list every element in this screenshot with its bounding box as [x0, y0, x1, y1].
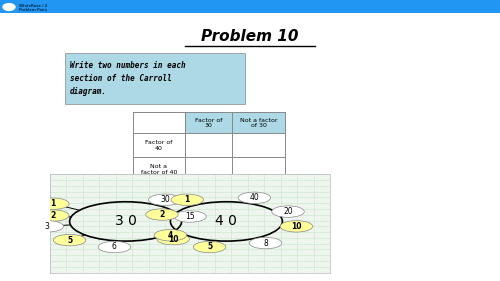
- Circle shape: [238, 192, 270, 203]
- Circle shape: [4, 4, 14, 10]
- Text: 5: 5: [207, 243, 212, 251]
- Text: 1: 1: [50, 199, 56, 208]
- Text: Not a factor
of 30: Not a factor of 30: [240, 117, 278, 128]
- Circle shape: [36, 210, 69, 221]
- Bar: [185, 112, 285, 133]
- Text: 4 0: 4 0: [216, 214, 238, 228]
- Text: WhiteRose / 2: WhiteRose / 2: [19, 4, 48, 8]
- Circle shape: [250, 237, 282, 249]
- Circle shape: [54, 234, 86, 246]
- Circle shape: [194, 241, 226, 253]
- Text: 2: 2: [50, 211, 56, 220]
- Text: 30: 30: [160, 195, 170, 204]
- Circle shape: [148, 194, 181, 205]
- Text: Problem 10: Problem 10: [201, 29, 299, 44]
- Text: 3 0: 3 0: [114, 214, 136, 228]
- Text: 5: 5: [67, 235, 72, 245]
- Circle shape: [3, 4, 15, 10]
- Circle shape: [157, 234, 190, 245]
- Text: 15: 15: [185, 212, 195, 221]
- Text: 10: 10: [168, 235, 178, 244]
- Text: 10: 10: [291, 222, 302, 231]
- Circle shape: [98, 241, 130, 253]
- Text: 20: 20: [283, 207, 293, 216]
- Text: Not a
factor of 40: Not a factor of 40: [140, 164, 177, 175]
- Text: Problem Pairs: Problem Pairs: [19, 8, 47, 12]
- Text: 40: 40: [250, 193, 260, 202]
- Bar: [0, 0, 500, 13]
- Text: Factor of
30: Factor of 30: [195, 117, 222, 128]
- Text: Write two numbers in each
section of the Carroll
diagram.: Write two numbers in each section of the…: [70, 61, 186, 96]
- Circle shape: [154, 230, 186, 241]
- Circle shape: [174, 211, 206, 222]
- Text: 8: 8: [263, 239, 268, 248]
- Circle shape: [171, 194, 203, 205]
- Bar: [65, 53, 245, 104]
- Text: 3: 3: [45, 222, 50, 231]
- Circle shape: [2, 3, 16, 11]
- Text: Factor of
40: Factor of 40: [145, 140, 172, 151]
- Circle shape: [280, 221, 312, 232]
- Circle shape: [36, 198, 69, 209]
- Text: 6: 6: [112, 243, 117, 251]
- Circle shape: [272, 206, 304, 217]
- Circle shape: [146, 209, 178, 220]
- Text: 2: 2: [160, 210, 164, 219]
- Circle shape: [31, 221, 64, 232]
- Text: 4: 4: [168, 231, 173, 240]
- Text: 1: 1: [184, 195, 190, 204]
